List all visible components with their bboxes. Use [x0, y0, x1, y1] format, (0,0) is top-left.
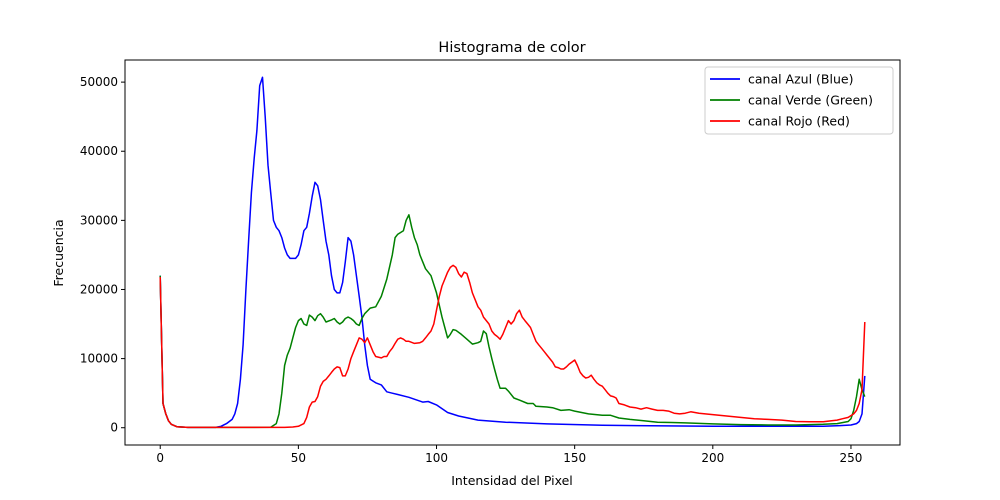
series-line-2: [159, 264, 866, 429]
x-axis: 0 50 100 150 200 250: [156, 445, 862, 465]
y-tick-label: 50000: [80, 75, 118, 89]
x-tick-label: 150: [563, 451, 586, 465]
x-tick-label: 100: [425, 451, 448, 465]
legend-label-1: canal Verde (Green): [748, 93, 873, 108]
legend: canal Azul (Blue) canal Verde (Green) cana…: [704, 66, 894, 135]
x-tick-label: 0: [156, 451, 164, 465]
y-tick-label: 0: [110, 421, 118, 435]
y-axis-label: Frecuencia: [51, 219, 66, 286]
x-tick-label: 50: [291, 451, 306, 465]
y-tick-label: 40000: [80, 144, 118, 158]
chart-title: Histograma de color: [438, 40, 585, 56]
plot-frame: [124, 59, 901, 446]
y-tick-label: 10000: [80, 352, 118, 366]
y-tick-label: 20000: [80, 282, 118, 296]
series-line-0: [159, 76, 866, 429]
x-tick-label: 250: [840, 451, 863, 465]
y-axis: 0 10000 20000 30000 40000 50000: [80, 75, 125, 435]
series-line-1: [159, 214, 866, 429]
series-layer: [159, 76, 866, 429]
legend-label-0: canal Azul (Blue): [748, 72, 853, 87]
x-axis-label: Intensidad del Pixel: [451, 473, 573, 488]
legend-box: [704, 66, 894, 135]
legend-label-2: canal Rojo (Red): [748, 114, 850, 129]
x-tick-label: 200: [701, 451, 724, 465]
y-tick-label: 30000: [80, 213, 118, 227]
legend-items: canal Azul (Blue) canal Verde (Green) cana…: [710, 72, 873, 129]
